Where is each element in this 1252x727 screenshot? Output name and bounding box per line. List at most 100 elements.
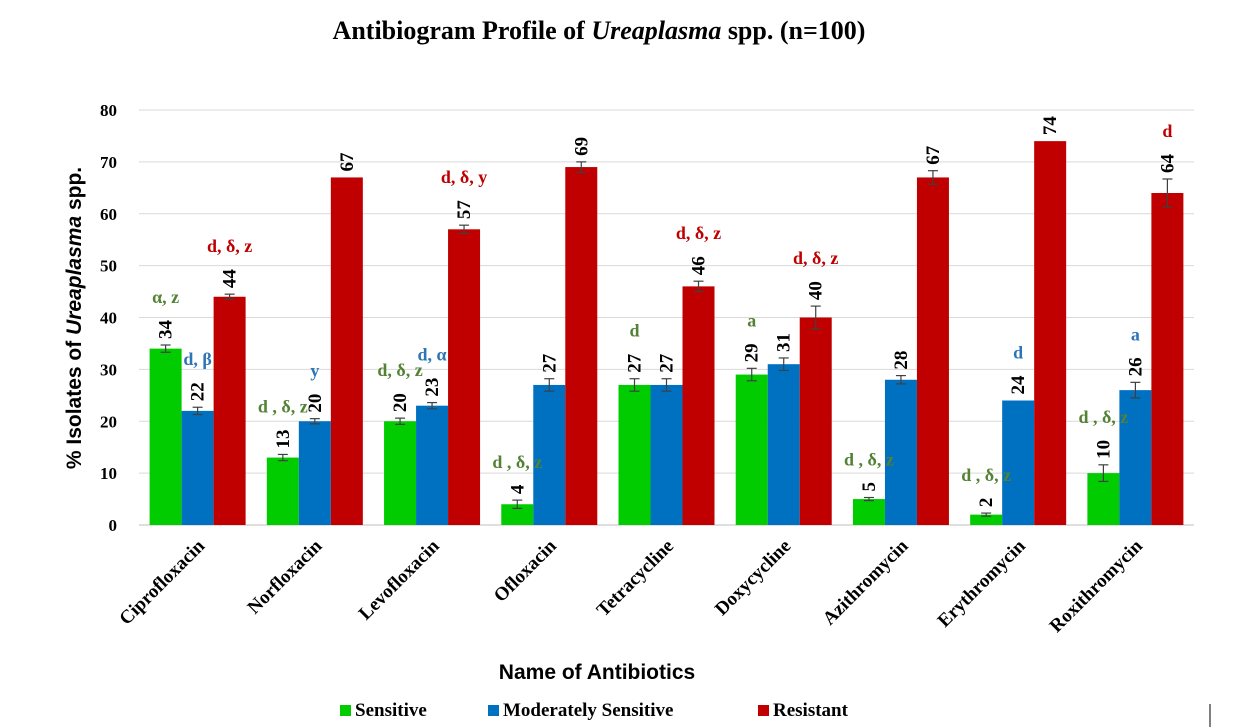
significance-label-roxithromycin-sensitive: d , δ, z <box>1078 407 1128 427</box>
chart-title-part-1: Antibiogram Profile of <box>333 16 592 45</box>
significance-label-ofloxacin-sensitive: d , δ, z <box>492 452 542 472</box>
value-label-ciprofloxacin-sensitive: 34 <box>156 319 177 339</box>
bars <box>149 141 1184 525</box>
legend-label-sensitive: Sensitive <box>355 700 427 721</box>
value-label-ofloxacin-moderately-sensitive: 27 <box>539 353 560 373</box>
significance-label-levofloxacin-sensitive: d, δ, z <box>377 360 422 380</box>
bar-ciprofloxacin-resistant <box>213 296 246 525</box>
bar-norfloxacin-resistant <box>330 177 363 525</box>
error-bar-roxithromycin-resistant <box>1162 178 1173 208</box>
value-label-azithromycin-sensitive: 5 <box>859 482 880 492</box>
bar-norfloxacin-sensitive <box>266 457 299 525</box>
bar-erythromycin-sensitive <box>970 514 1003 525</box>
value-label-ofloxacin-resistant: 69 <box>571 137 592 156</box>
category-label-tetracycline: Tetracycline <box>593 536 678 621</box>
legend-label-moderately-sensitive: Moderately Sensitive <box>503 700 673 721</box>
error-bar-doxycycline-resistant <box>810 305 821 330</box>
y-axis-title-organism: Ureaplasma <box>63 216 86 335</box>
bar-levofloxacin-moderately-sensitive <box>416 405 449 525</box>
error-bar-tetracycline-resistant <box>693 280 704 293</box>
y-axis-title: % Isolates of Ureaplasma spp. <box>63 167 86 469</box>
value-label-roxithromycin-resistant: 64 <box>1157 153 1178 173</box>
y-axis-title-part-3: spp. <box>63 167 86 216</box>
value-label-doxycycline-moderately-sensitive: 31 <box>774 333 795 352</box>
value-label-levofloxacin-moderately-sensitive: 23 <box>422 378 443 397</box>
legend-swatch-moderately-sensitive <box>488 705 499 716</box>
bar-erythromycin-resistant <box>1034 141 1067 525</box>
error-bar-ciprofloxacin-resistant <box>224 293 235 300</box>
bar-norfloxacin-moderately-sensitive <box>298 421 331 525</box>
significance-label-ciprofloxacin-resistant: d, δ, z <box>207 236 252 256</box>
significance-label-erythromycin-sensitive: d , δ, z <box>961 465 1011 485</box>
error-bar-ofloxacin-sensitive <box>512 499 523 509</box>
significance-label-erythromycin-moderately-sensitive: d <box>1013 343 1023 363</box>
value-label-erythromycin-sensitive: 2 <box>976 498 997 508</box>
category-label-ciprofloxacin: Ciprofloxacin <box>115 535 209 629</box>
error-bar-levofloxacin-resistant <box>459 224 470 235</box>
value-label-erythromycin-moderately-sensitive: 24 <box>1008 375 1029 395</box>
y-axis-title-part-1: % Isolates of <box>63 335 86 469</box>
significance-label-levofloxacin-resistant: d, δ, y <box>441 167 487 187</box>
chart-title-organism: Ureaplasma <box>591 16 721 45</box>
category-label-ofloxacin: Ofloxacin <box>490 535 561 606</box>
chart-title-part-3: spp. (n=100) <box>721 16 865 45</box>
significance-label-norfloxacin-moderately-sensitive: y <box>310 361 319 381</box>
y-tick-label-0: 0 <box>109 516 118 535</box>
bar-levofloxacin-sensitive <box>384 421 417 525</box>
category-label-roxithromycin: Roxithromycin <box>1046 535 1147 636</box>
bar-tetracycline-moderately-sensitive <box>650 384 683 525</box>
significance-label-ciprofloxacin-sensitive: α, z <box>152 287 179 307</box>
value-label-roxithromycin-moderately-sensitive: 26 <box>1125 357 1146 376</box>
legend-swatch-sensitive <box>340 705 351 716</box>
value-label-tetracycline-sensitive: 27 <box>625 353 646 373</box>
category-label-doxycycline: Doxycycline <box>711 536 795 620</box>
error-bar-tetracycline-moderately-sensitive <box>661 378 672 392</box>
y-tick-label-70: 70 <box>100 153 117 172</box>
legend-label-resistant: Resistant <box>773 700 849 721</box>
significance-label-roxithromycin-moderately-sensitive: a <box>1131 324 1140 344</box>
bar-ofloxacin-sensitive <box>501 504 534 525</box>
error-bar-levofloxacin-moderately-sensitive <box>427 401 438 410</box>
error-bar-erythromycin-sensitive <box>981 512 992 517</box>
value-label-tetracycline-resistant: 46 <box>689 256 710 275</box>
error-bar-roxithromycin-moderately-sensitive <box>1130 381 1141 399</box>
value-label-ciprofloxacin-moderately-sensitive: 22 <box>188 382 209 401</box>
significance-annotations: α, zd, βd, δ, zd , δ, zy d, δ, zd, αd, δ,… <box>152 121 1172 485</box>
bar-doxycycline-sensitive <box>735 374 768 525</box>
value-label-azithromycin-resistant: 67 <box>923 145 944 165</box>
y-tick-label-20: 20 <box>100 412 117 431</box>
error-bar-doxycycline-moderately-sensitive <box>778 357 789 372</box>
significance-label-tetracycline-resistant: d, δ, z <box>676 223 721 243</box>
value-label-levofloxacin-sensitive: 20 <box>390 393 411 412</box>
bar-doxycycline-moderately-sensitive <box>767 364 800 525</box>
category-label-levofloxacin: Levofloxacin <box>355 535 444 624</box>
category-label-azithromycin: Azithromycin <box>819 535 913 629</box>
significance-label-doxycycline-sensitive: a <box>747 310 756 330</box>
value-label-azithromycin-moderately-sensitive: 28 <box>891 351 912 370</box>
significance-label-roxithromycin-resistant: d <box>1162 121 1172 141</box>
category-label-erythromycin: Erythromycin <box>934 535 1030 631</box>
value-label-doxycycline-sensitive: 29 <box>742 343 763 362</box>
error-bar-azithromycin-sensitive <box>863 496 874 502</box>
x-axis-title: Name of Antibiotics <box>499 661 695 684</box>
error-bar-azithromycin-moderately-sensitive <box>895 375 906 385</box>
value-label-norfloxacin-resistant: 67 <box>337 152 358 172</box>
bar-azithromycin-moderately-sensitive <box>884 379 917 525</box>
bar-ofloxacin-moderately-sensitive <box>533 384 566 525</box>
y-tick-label-50: 50 <box>100 257 117 276</box>
significance-label-levofloxacin-moderately-sensitive: d, α <box>418 345 447 365</box>
y-tick-label-40: 40 <box>100 309 117 328</box>
value-label-ofloxacin-sensitive: 4 <box>507 484 528 494</box>
error-bar-norfloxacin-sensitive <box>277 453 288 462</box>
legend-swatch-resistant <box>758 705 769 716</box>
value-label-norfloxacin-moderately-sensitive: 20 <box>305 394 326 413</box>
error-bar-ciprofloxacin-moderately-sensitive <box>192 406 203 416</box>
bar-azithromycin-resistant <box>916 177 949 525</box>
value-label-tetracycline-moderately-sensitive: 27 <box>657 353 678 373</box>
y-tick-label-30: 30 <box>100 360 117 379</box>
error-bar-norfloxacin-moderately-sensitive <box>309 418 320 425</box>
category-labels: Ciprofloxacin Norfloxacin Levofloxacin Oflo… <box>115 535 1147 636</box>
value-label-levofloxacin-resistant: 57 <box>454 200 475 220</box>
bar-tetracycline-resistant <box>682 286 715 525</box>
